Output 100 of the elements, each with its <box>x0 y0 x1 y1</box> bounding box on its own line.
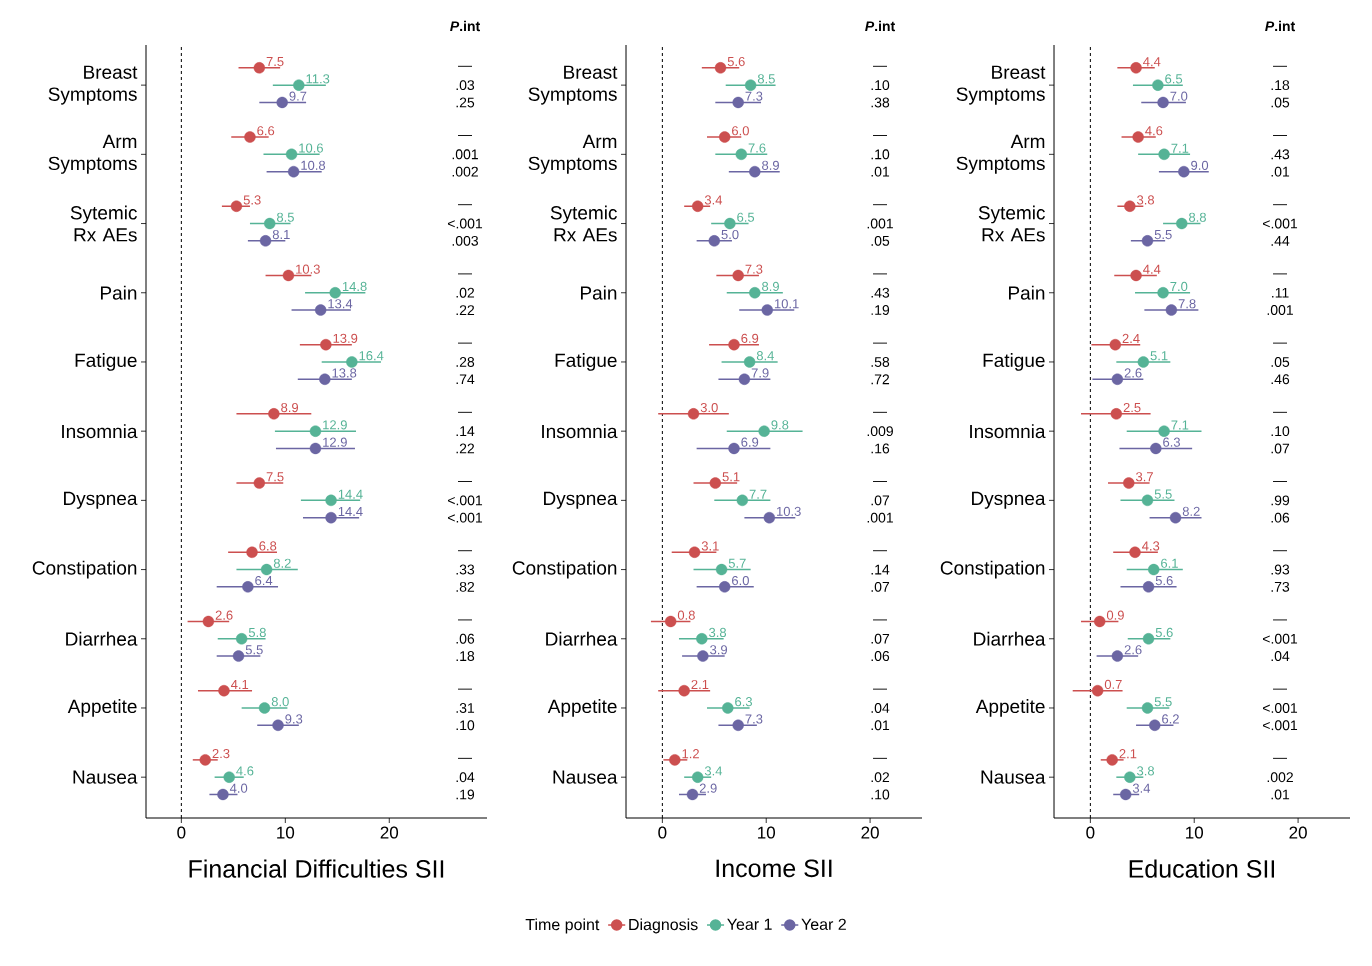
x-tick-label: 0 <box>177 826 186 839</box>
data-label: 5.0 <box>721 229 739 240</box>
annotation: — <box>873 619 888 621</box>
annotation: .001 <box>452 149 478 160</box>
data-label: 9.8 <box>771 420 789 430</box>
annotation: .01 <box>1271 789 1290 800</box>
data-label: 5.7 <box>728 558 746 568</box>
x-tick-label: 0 <box>658 826 667 839</box>
data-label: 7.0 <box>1170 281 1188 292</box>
data-label: 7.5 <box>266 472 284 482</box>
data-label: 5.5 <box>1154 697 1172 707</box>
data-label: 6.4 <box>255 575 273 586</box>
y-tick-label: Fatigue <box>555 353 617 371</box>
x-axis-title: Education SII <box>1129 859 1275 878</box>
annotation: .07 <box>871 495 890 506</box>
y-tick-label: Sytemic Rx AEs <box>550 205 617 242</box>
data-label: 10.8 <box>301 160 326 170</box>
data-label: 7.3 <box>745 264 763 274</box>
data-label: 9.3 <box>285 714 303 724</box>
data-label: 3.4 <box>1132 783 1151 793</box>
data-label: 6.9 <box>741 333 759 343</box>
data-label: 4.1 <box>230 680 249 689</box>
text: P.int <box>865 20 896 32</box>
y-tick-label: Dyspnea <box>972 491 1046 509</box>
y-tick-label: Arm Symptoms <box>48 134 137 174</box>
data-label: 6.8 <box>259 541 277 551</box>
data-label: 5.6 <box>1155 575 1173 586</box>
annotation: .009 <box>867 426 893 437</box>
annotation: .43 <box>871 287 890 298</box>
y-tick-label: Nausea <box>73 770 138 784</box>
annotation: .03 <box>456 80 475 91</box>
x-tick-label: 20 <box>1289 826 1307 839</box>
annotation: — <box>1273 688 1288 690</box>
data-label: 6.9 <box>741 437 759 447</box>
annotation: .93 <box>1271 564 1290 575</box>
y-tick-label: Dyspnea <box>544 491 618 509</box>
annotation: .05 <box>1271 356 1290 367</box>
data-label: 6.0 <box>732 575 749 586</box>
annotation: .01 <box>871 720 890 731</box>
data-label: 7.9 <box>751 368 769 378</box>
text: P.int <box>1265 20 1296 32</box>
annotation: .18 <box>456 651 475 662</box>
data-label: 8.2 <box>1182 506 1200 516</box>
y-tick-label: Fatigue <box>983 353 1045 371</box>
data-label: 2.6 <box>1124 645 1142 655</box>
data-label: 7.6 <box>748 143 766 153</box>
annotation: .22 <box>456 305 475 315</box>
x-tick-label: 20 <box>861 826 879 839</box>
annotation: — <box>458 411 473 413</box>
annotation: .01 <box>871 166 890 177</box>
annotation: — <box>458 65 473 67</box>
data-label: 8.1 <box>272 229 290 240</box>
annotation: — <box>1273 757 1288 759</box>
y-tick-label: Breast Symptoms <box>48 65 138 105</box>
data-label: 0.8 <box>677 610 695 620</box>
y-tick-label: Insomnia <box>970 424 1046 439</box>
annotation: .82 <box>456 581 475 592</box>
annotation: .31 <box>456 703 475 713</box>
annotation: — <box>1273 204 1288 206</box>
data-label: 13.9 <box>333 333 358 343</box>
annotation: .10 <box>456 720 475 731</box>
y-tick-label: Nausea <box>981 770 1046 784</box>
data-label: 16.4 <box>359 351 384 361</box>
annotation: .04 <box>871 703 890 713</box>
annotation: .04 <box>456 772 475 783</box>
annotation: .43 <box>1271 149 1290 160</box>
y-tick-label: Insomnia <box>62 424 138 439</box>
data-label: 2.1 <box>691 679 709 689</box>
annotation: — <box>458 481 473 482</box>
annotation: .01 <box>1271 166 1290 177</box>
annotation: — <box>873 204 888 206</box>
data-label: 3.4 <box>704 766 723 776</box>
data-label: 8.5 <box>276 212 294 222</box>
data-label: 3.7 <box>1136 472 1153 482</box>
annotation: .05 <box>871 235 890 246</box>
data-label: 7.8 <box>1178 299 1196 309</box>
annotation: .16 <box>871 443 890 454</box>
data-label: 4.4 <box>1143 264 1161 274</box>
y-tick-label: Sytemic Rx AEs <box>70 205 137 242</box>
data-label: 10.3 <box>296 264 320 274</box>
data-label: 11.3 <box>306 74 330 84</box>
data-label: 5.5 <box>1154 230 1172 240</box>
data-label: 9.0 <box>1191 160 1209 170</box>
data-label: 8.5 <box>757 74 775 84</box>
annotation: .10 <box>871 789 890 800</box>
y-tick-label: Pain <box>1009 285 1045 300</box>
data-label: 3.4 <box>704 195 723 205</box>
data-label: 4.3 <box>1142 541 1160 551</box>
annotation: — <box>873 65 888 67</box>
x-axis-title: Income SII <box>716 859 832 878</box>
x-tick-label: 10 <box>758 826 776 839</box>
annotation: — <box>873 757 888 759</box>
data-label: 14.8 <box>342 281 367 292</box>
annotation: — <box>1273 481 1288 482</box>
annotation: — <box>458 273 473 275</box>
annotation: <.001 <box>447 495 483 506</box>
data-label: 3.1 <box>701 541 719 551</box>
annotation: .07 <box>871 581 890 592</box>
annotation: <.001 <box>1263 720 1298 731</box>
annotation: .05 <box>1271 97 1290 108</box>
